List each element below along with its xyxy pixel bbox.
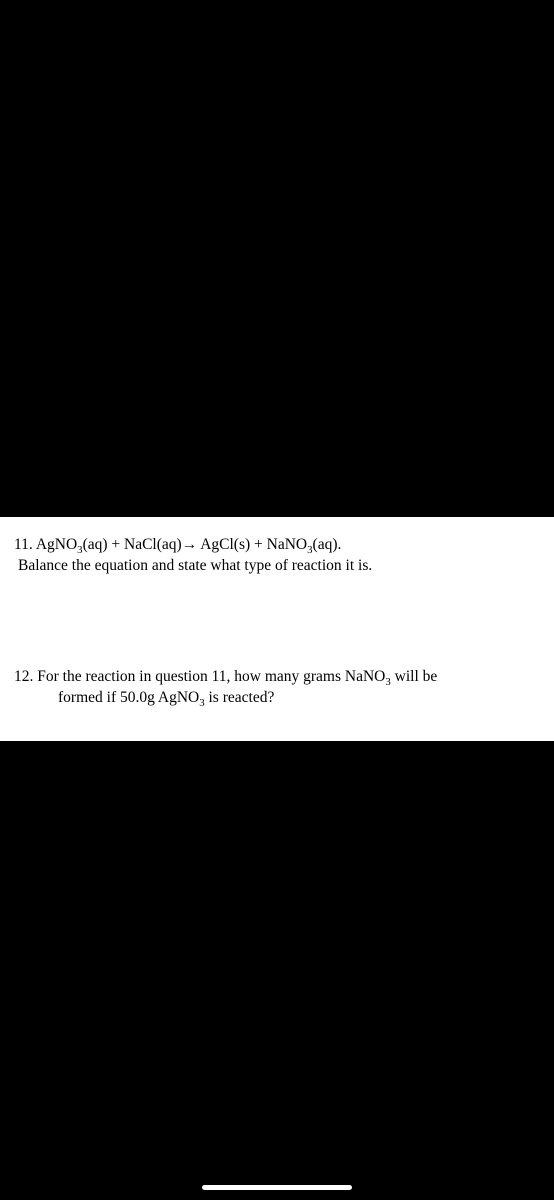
q12-text: is reacted? [205, 689, 275, 706]
home-indicator[interactable] [202, 1185, 352, 1190]
q11-text: (aq) + NaCl(aq)→ AgCl(s) + NaNO [83, 536, 308, 553]
q12-text: 12. For the reaction in question 11, how… [14, 668, 385, 685]
question-11-prompt: Balance the equation and state what type… [18, 556, 540, 577]
q11-text: 11. AgNO [14, 536, 77, 553]
question-11: 11. AgNO3(aq) + NaCl(aq)→ AgCl(s) + NaNO… [14, 535, 540, 577]
question-12-line2: formed if 50.0g AgNO3 is reacted? [58, 688, 540, 709]
q11-text: (aq). [313, 536, 342, 553]
q12-text: formed if 50.0g AgNO [58, 689, 199, 706]
document-content: 11. AgNO3(aq) + NaCl(aq)→ AgCl(s) + NaNO… [0, 517, 554, 741]
question-12: 12. For the reaction in question 11, how… [14, 667, 540, 709]
q12-text: will be [391, 668, 438, 685]
question-11-equation: 11. AgNO3(aq) + NaCl(aq)→ AgCl(s) + NaNO… [14, 535, 540, 556]
question-12-line1: 12. For the reaction in question 11, how… [14, 667, 540, 688]
